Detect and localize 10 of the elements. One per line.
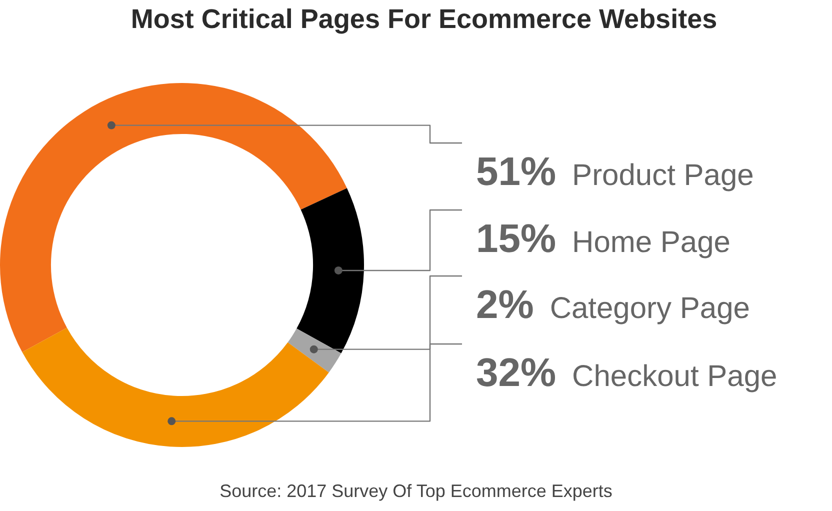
data-label: 51%	[476, 150, 556, 194]
slice-label: Checkout Page	[572, 360, 778, 393]
chart-title: Most Critical Pages For Ecommerce Websites	[130, 4, 718, 35]
slice-label: Category Page	[550, 292, 750, 325]
source-note: Source: 2017 Survey Of Top Ecommerce Experts	[218, 481, 614, 502]
data-label: 15%	[476, 217, 556, 261]
data-label: 2%	[476, 283, 534, 327]
data-label: 32%	[476, 351, 556, 395]
slice-label: Product Page	[572, 159, 754, 192]
slice-label: Home Page	[572, 226, 730, 259]
